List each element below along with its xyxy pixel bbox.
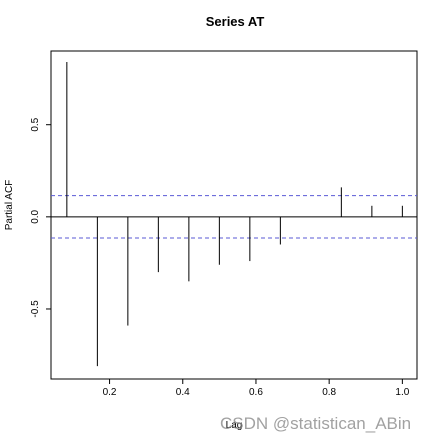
y-axis-label: Partial ACF <box>4 180 15 231</box>
watermark: CSDN @statistican_ABin <box>220 414 412 433</box>
chart-title: Series AT <box>206 14 265 29</box>
x-tick-label: 0.8 <box>322 387 336 398</box>
x-tick-label: 0.4 <box>176 387 190 398</box>
x-tick-label: 0.2 <box>103 387 117 398</box>
y-tick-label: 0.0 <box>30 209 41 223</box>
y-tick-label: 0.5 <box>30 117 41 131</box>
x-tick-label: 0.6 <box>249 387 263 398</box>
x-axis-label: Lag <box>226 420 243 431</box>
y-tick-label: -0.5 <box>30 300 41 318</box>
x-tick-label: 1.0 <box>395 387 409 398</box>
plot-frame <box>50 50 418 380</box>
